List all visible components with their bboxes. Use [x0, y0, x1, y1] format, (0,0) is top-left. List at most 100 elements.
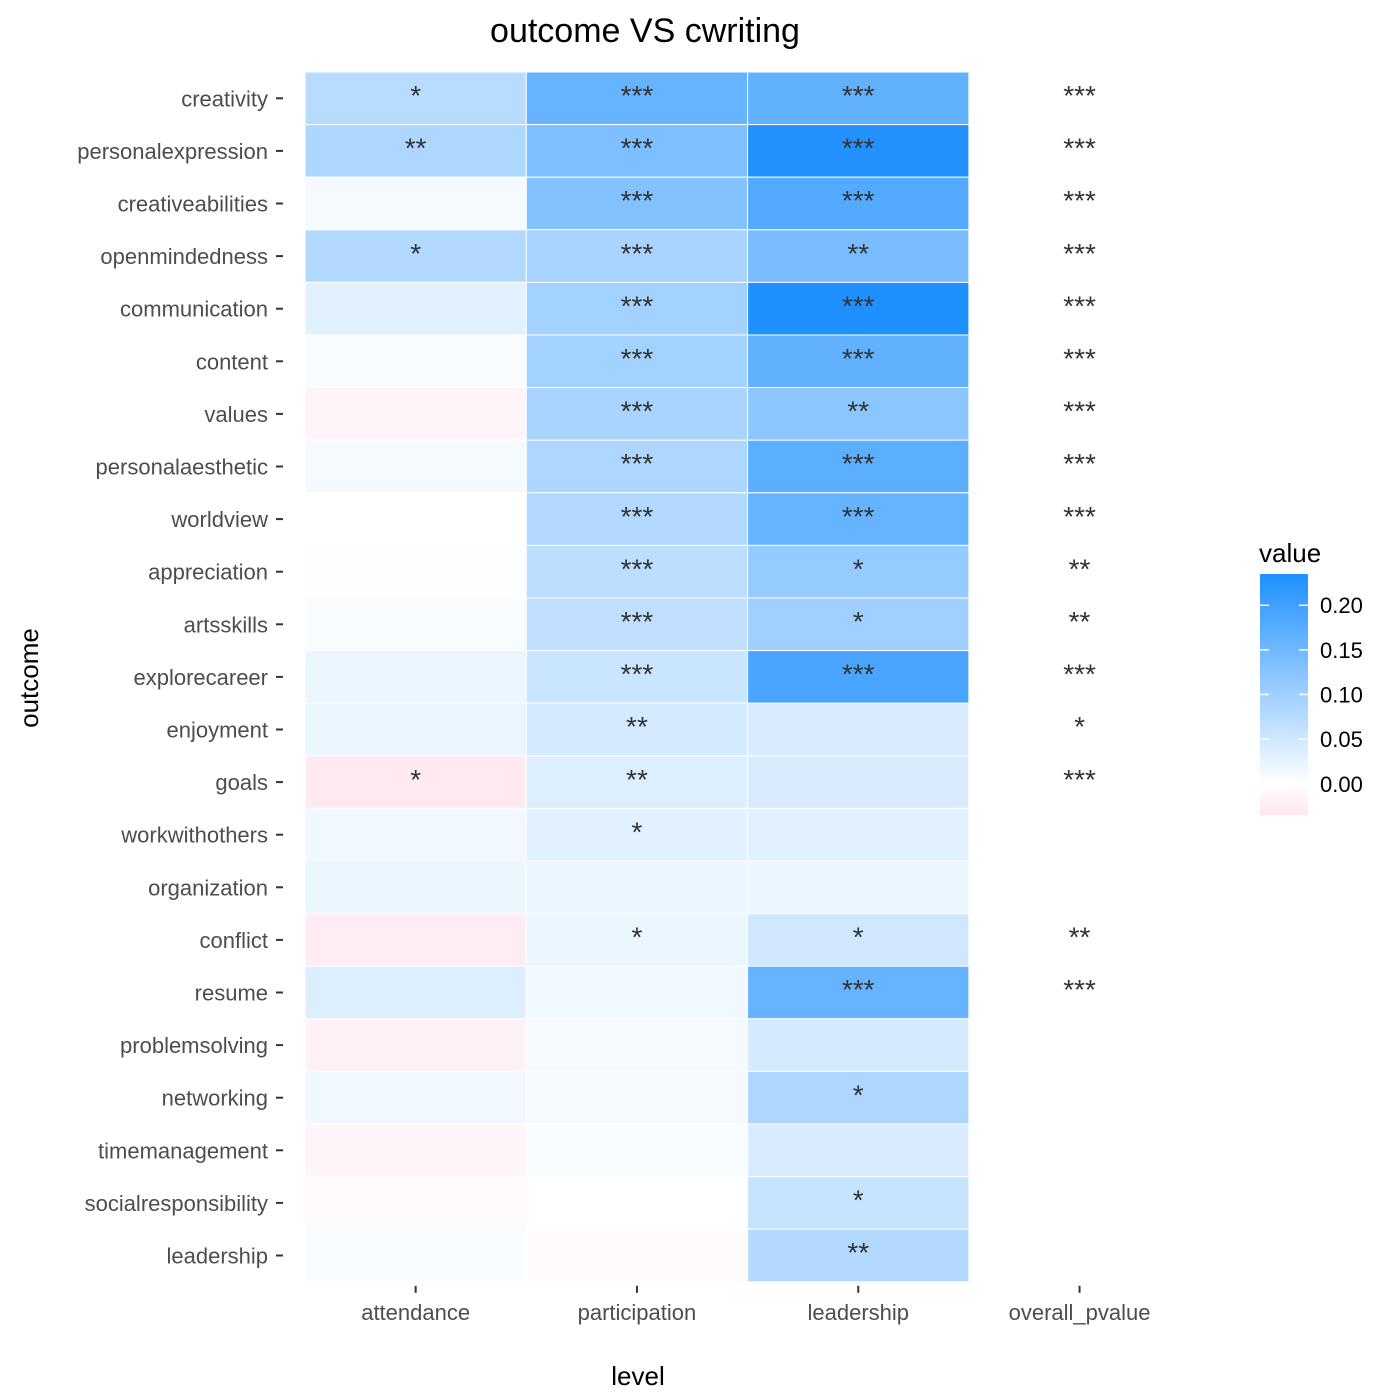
heatmap-cell	[304, 439, 527, 494]
y-tick-label: conflict	[200, 928, 268, 953]
significance-label: ***	[1063, 133, 1096, 164]
color-legend: value 0.00 0.05 0.10 0.15 0.20	[1259, 538, 1363, 815]
y-axis: creativity personalexpression creativeabil…	[77, 86, 283, 1269]
heatmap-cell	[304, 807, 527, 862]
legend-tick-label: 0.10	[1320, 683, 1363, 708]
y-tick-label: organization	[148, 875, 268, 900]
significance-label: ***	[1063, 764, 1096, 795]
y-tick-label: explorecareer	[133, 665, 268, 690]
heatmap-cell	[747, 1123, 970, 1178]
heatmap-cell	[304, 176, 527, 231]
significance-label: ***	[842, 448, 875, 479]
significance-label: *	[853, 606, 864, 637]
significance-label: ***	[1063, 501, 1096, 532]
significance-label: *	[631, 922, 642, 953]
significance-label: ***	[842, 659, 875, 690]
significance-label: *	[410, 80, 421, 111]
heatmap-cell	[747, 860, 970, 915]
y-tick-label: appreciation	[148, 560, 268, 585]
heatmap-cell	[304, 124, 527, 178]
heatmap-cell	[304, 492, 527, 546]
heatmap-cell	[525, 965, 749, 1020]
y-tick-label: leadership	[166, 1244, 268, 1269]
significance-label: ***	[1063, 80, 1096, 111]
significance-label: **	[1069, 553, 1091, 584]
y-tick-label: worldview	[170, 507, 268, 532]
heatmap-cell	[747, 913, 970, 967]
heatmap-cell	[525, 913, 749, 967]
y-tick-label: values	[204, 402, 268, 427]
heatmap-cell	[525, 334, 749, 389]
significance-label: **	[847, 1237, 869, 1268]
legend-tick-label: 0.05	[1320, 727, 1363, 752]
significance-label: ***	[1063, 343, 1096, 374]
heatmap-cell	[304, 1228, 527, 1283]
significance-label: **	[847, 396, 869, 427]
heatmap-cell	[525, 702, 749, 757]
significance-label: ***	[1063, 659, 1096, 690]
significance-label: ***	[621, 185, 654, 216]
significance-label: ***	[1063, 448, 1096, 479]
significance-label: ***	[842, 185, 875, 216]
significance-label: *	[853, 1079, 864, 1110]
significance-label: ***	[621, 606, 654, 637]
legend-ticks: 0.00 0.05 0.10 0.15 0.20	[1260, 593, 1363, 797]
significance-label: **	[1069, 922, 1091, 953]
heatmap-cell	[747, 1018, 970, 1072]
heatmap-cell	[304, 860, 527, 915]
significance-label: ***	[1063, 290, 1096, 321]
significance-label: *	[853, 1185, 864, 1216]
significance-labels: * *** *** ***** *** *** ****** *** **** *** ** ****…	[405, 80, 1096, 1268]
significance-label: ***	[1063, 974, 1096, 1005]
y-tick-label: timemanagement	[98, 1138, 268, 1163]
significance-label: ***	[842, 501, 875, 532]
chart-title: outcome VS cwriting	[490, 12, 800, 50]
x-tick-label: leadership	[807, 1300, 909, 1325]
significance-label: ***	[621, 659, 654, 690]
significance-label: ***	[1063, 185, 1096, 216]
heatmap-cell	[747, 544, 970, 599]
y-tick-label: problemsolving	[120, 1033, 268, 1058]
heatmap-cell	[304, 281, 527, 336]
y-tick-label: creativeabilities	[118, 192, 268, 217]
significance-label: *	[410, 238, 421, 269]
significance-label: ***	[621, 448, 654, 479]
y-tick-label: communication	[120, 297, 268, 322]
heatmap-cell	[304, 71, 527, 126]
heatmap-cell	[304, 755, 527, 809]
heatmap-cell	[747, 755, 970, 809]
heatmap-cell	[304, 1070, 527, 1125]
x-tick-label: attendance	[361, 1300, 470, 1325]
heatmap-cell	[747, 387, 970, 441]
significance-label: ***	[621, 290, 654, 321]
significance-label: **	[1069, 606, 1091, 637]
heatmap-cell	[304, 544, 527, 599]
heatmap-cell	[747, 1176, 970, 1230]
significance-label: ***	[621, 501, 654, 532]
significance-label: ***	[842, 80, 875, 111]
heatmap-cell	[304, 913, 527, 967]
heatmap-cell	[304, 334, 527, 389]
significance-label: ***	[842, 974, 875, 1005]
heatmap-cell	[747, 650, 970, 704]
heatmap-cell	[304, 1123, 527, 1178]
heatmap-cell	[304, 229, 527, 283]
legend-tick-label: 0.00	[1320, 772, 1363, 797]
significance-label: ***	[621, 80, 654, 111]
y-tick-label: personalaesthetic	[96, 455, 268, 480]
heatmap-cell	[525, 71, 749, 126]
heatmap-cell	[747, 229, 970, 283]
heatmap-cell	[525, 1228, 749, 1283]
significance-label: ***	[621, 553, 654, 584]
heatmap-cell	[747, 439, 970, 494]
y-tick-label: resume	[195, 981, 268, 1006]
heatmap-cell	[525, 1176, 749, 1230]
heatmap-cell	[747, 334, 970, 389]
heatmap-cell	[747, 281, 970, 336]
significance-label: *	[1074, 711, 1085, 742]
heatmap-cell	[747, 807, 970, 862]
y-tick-label: openmindedness	[100, 244, 268, 269]
heatmap-cell	[747, 1228, 970, 1283]
heatmap-cell	[747, 597, 970, 652]
